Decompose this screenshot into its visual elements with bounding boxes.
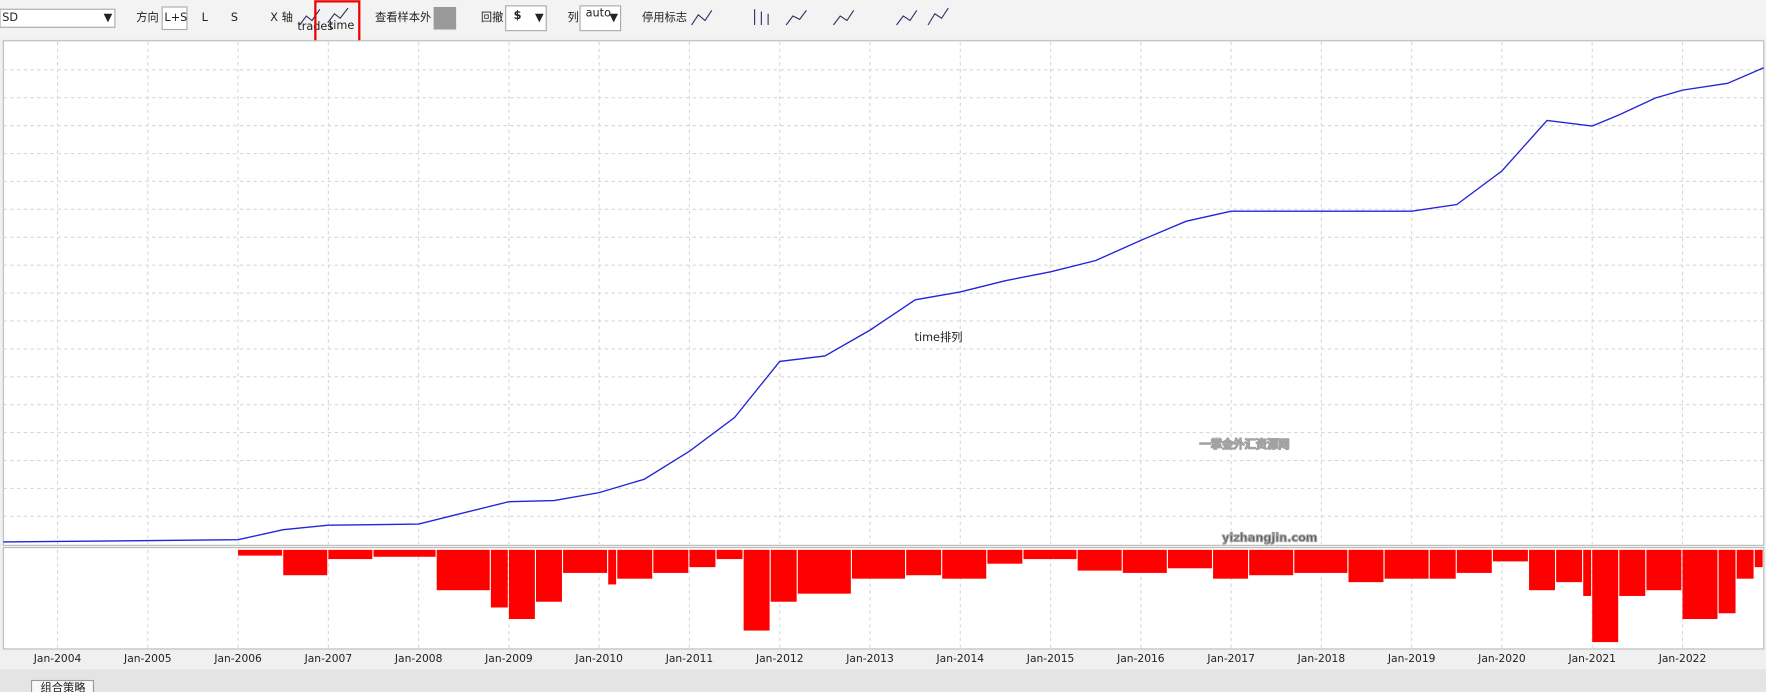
x-tick-label: Jan-2009 (484, 652, 533, 665)
drawdown-bar (490, 549, 508, 608)
drawdown-bar (563, 549, 608, 573)
x-tick-label: Jan-2015 (1026, 652, 1075, 665)
drawdown-bar (436, 549, 490, 591)
watermark: 一掌金外汇资源网 (1199, 437, 1289, 451)
tab[interactable] (30, 679, 95, 692)
x-tick-label: Jan-2006 (213, 652, 262, 665)
drawdown-bar (1077, 549, 1122, 571)
drawdown-bar (1492, 549, 1528, 562)
drawdown-bar (1023, 549, 1077, 560)
drawdown-bar (987, 549, 1023, 564)
icon: $ (514, 9, 522, 22)
drawdown-bar (942, 549, 987, 579)
drawdown-bar (238, 549, 283, 556)
direction-label: 方向 (136, 10, 159, 24)
button-ls[interactable] (161, 6, 188, 31)
toolbar-icons[interactable] (691, 7, 949, 26)
drawdown-bar (689, 549, 716, 568)
oos-label: 查看样本外 (375, 10, 431, 24)
x-axis-label: X 轴 (270, 10, 293, 24)
drawdown-bar (1583, 549, 1592, 596)
x-tick-label: Jan-2017 (1206, 652, 1255, 665)
drawdown-bar (1754, 549, 1763, 568)
x-tick-label: Jan-2004 (33, 652, 82, 665)
drawdown-bar (1384, 549, 1429, 579)
x-tick-label: Jan-2019 (1387, 652, 1436, 665)
direction-option: L+S (164, 11, 187, 24)
drawdown-bar (1736, 549, 1754, 579)
drawdown-bar (1456, 549, 1492, 573)
plot (3, 67, 1765, 643)
drawdown-bar (1556, 549, 1583, 583)
drawdown-bar (1348, 549, 1384, 583)
oos-button[interactable] (433, 6, 457, 30)
dropdown-arrow: ▼ (535, 11, 544, 24)
drawdown-bar (536, 549, 562, 602)
drawdown-button[interactable] (505, 5, 547, 32)
x-tick-label: Jan-2022 (1658, 652, 1707, 665)
drawdown-bar (608, 549, 617, 585)
dropdown-arrow: ▼ (104, 11, 113, 24)
drawdown-bar (283, 549, 328, 576)
dropdown-arrow: ▼ (609, 11, 618, 24)
tab-label: 组合策略 (41, 680, 87, 692)
symbol-select[interactable] (0, 8, 116, 28)
status-bar (0, 669, 1766, 692)
watermark: yizhangjin.com (1222, 532, 1318, 545)
drawdown-bar (1592, 549, 1619, 643)
x-tick-label: Jan-2014 (936, 652, 985, 665)
drawdown-bar (1646, 549, 1682, 591)
drawdown-bar (770, 549, 797, 602)
x-tick-label: Jan-2016 (1116, 652, 1165, 665)
drawdown-bar (1294, 549, 1348, 573)
x-tick-label: Jan-2012 (755, 652, 804, 665)
annotation: time排列 (915, 330, 963, 344)
drawdown-bar (716, 549, 743, 560)
drawdown-bar (373, 549, 436, 557)
drawdown-bar (617, 549, 653, 579)
drawdown-bar (1529, 549, 1555, 591)
direction-option[interactable]: S (231, 11, 238, 24)
direction-option[interactable]: L (202, 11, 209, 24)
columns-option: auto (586, 7, 611, 20)
drawdown-bar (1249, 549, 1294, 576)
x-tick-label: Jan-2010 (574, 652, 623, 665)
drawdown-bar (1429, 549, 1456, 579)
drawdown-bar (1718, 549, 1736, 614)
symbol: SD (2, 11, 18, 24)
x-tick-label: Jan-2020 (1477, 652, 1526, 665)
drawdown-bar (1167, 549, 1212, 569)
x-axis-option[interactable]: time (329, 19, 354, 32)
drawdown-bar (328, 549, 373, 560)
icon (327, 7, 349, 24)
toolbar (0, 0, 1766, 38)
x-tick-label: Jan-2018 (1297, 652, 1346, 665)
columns-label: 列 (568, 10, 579, 24)
drawdown-bar (508, 549, 535, 620)
flags-label: 停用标志 (642, 10, 687, 24)
drawdown-bar (1619, 549, 1646, 596)
drawdown-bar (851, 549, 906, 579)
x-tick-label: Jan-2011 (665, 652, 714, 665)
drawdown-bar (906, 549, 942, 576)
drawdown-bar (1213, 549, 1249, 579)
drawdown-bar (1682, 549, 1718, 620)
drawdown-bar (743, 549, 770, 631)
x-tick-label: Jan-2007 (304, 652, 353, 665)
columns-button[interactable] (579, 5, 622, 32)
drawdown-label: 回撤 (481, 10, 504, 24)
x-tick-label: Jan-2008 (394, 652, 443, 665)
equity-line (3, 67, 1765, 543)
x-tick-label: Jan-2013 (845, 652, 894, 665)
drawdown-bar (797, 549, 851, 594)
x-tick-label: Jan-2005 (123, 652, 172, 665)
x-tick-label: Jan-2021 (1567, 652, 1616, 665)
drawdown-bar (1122, 549, 1167, 573)
drawdown-bar (653, 549, 689, 573)
